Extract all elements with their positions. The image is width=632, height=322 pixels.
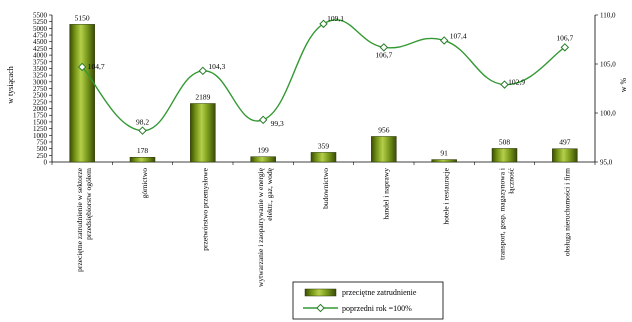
bar-value-label: 2189 [195,92,210,101]
category-label: hotele i restauracje [442,167,451,224]
left-tick-label: 2000 [33,105,48,113]
line-point [319,19,328,29]
category-label-line: przedsiębiorstw ogółem [84,168,93,240]
line-value-label: 102,9 [508,78,525,87]
line-series: 104,7 98,2 104,3 99,3 109,1 106,7 107,4 102,9 10… [77,14,574,135]
category-label: handel i naprawy [381,168,390,220]
bar-value-label: 497 [559,138,571,147]
legend-bar-swatch [304,288,337,297]
left-tick-label: 1750 [33,112,48,120]
category-label-line: transport, gosp. magazynowa i [498,168,507,260]
category-label: transport, gosp. magazynowa i łączność [498,167,516,260]
bar [371,136,397,163]
left-tick-label: 3250 [33,72,48,80]
category-label: budownictwo [321,168,330,209]
legend: przeciętne zatrudnienie poprzedni rok =1… [292,281,444,320]
line-value-label: 107,4 [450,31,467,40]
category-label: obsługa nieruchomości i firm [562,168,571,256]
left-tick-label: 2750 [33,85,48,93]
left-tick-label: 2250 [33,98,48,106]
line-value-label: 106,7 [556,33,573,42]
left-tick-label: 3500 [33,65,48,73]
left-tick-label: 3000 [33,78,48,86]
line-point [500,80,509,89]
category-labels: przeciętne zatrudnienie w sektorze przeds… [75,167,571,287]
left-tick-label: 250 [37,152,48,160]
left-tick-label: 3750 [33,58,48,66]
y-axis-label-right: w % [619,77,628,92]
legend-line-label: poprzedni rok =100% [342,304,412,313]
line-value-label: 109,1 [327,14,344,23]
left-tick-label: 1500 [33,118,48,126]
bar-series: 5150 178 2189 199 359 956 91 508 497 [69,13,578,163]
category-label-line: handel i naprawy [381,168,390,220]
bar-value-label: 508 [499,137,511,146]
line-value-label: 99,3 [271,119,284,128]
left-axis: 0250500750100012501500175020002250250027… [33,12,596,167]
left-tick-label: 2500 [33,92,48,100]
bar [250,156,276,163]
left-tick-label: 4000 [33,52,48,60]
y-axis-label-left: w tysiącach [6,66,15,104]
line-point [198,66,208,76]
bar-value-label: 359 [318,141,330,150]
legend-line-marker [316,303,325,313]
line-value-label: 104,7 [88,62,105,71]
left-tick-label: 5500 [33,12,48,20]
right-tick-label: 95,0 [600,159,613,167]
category-label-line: górnictwo [140,168,149,199]
bar [190,103,216,163]
line-point [560,43,570,52]
line-value-label: 106,7 [375,50,392,59]
category-label-line: łączność [507,167,516,193]
category-label-line: budownictwo [321,168,330,209]
category-label-line: przeciętne zatrudnienie w sektorze [75,167,84,272]
line-value-label: 104,3 [208,62,225,71]
line-point [138,126,147,135]
category-label: przetwórstwo przemysłowe [200,167,209,250]
bar [491,148,518,163]
line-point [77,62,87,72]
bar [310,152,337,163]
left-tick-label: 4500 [33,38,48,46]
bar [69,24,95,163]
bar-value-label: 91 [440,149,448,158]
category-label: górnictwo [140,168,149,199]
bar [129,156,156,163]
right-tick-label: 105,0 [600,61,616,69]
line-point [439,36,449,45]
left-tick-label: 4750 [33,32,48,40]
right-tick-label: 110,0 [600,12,616,20]
left-tick-label: 5000 [33,25,48,33]
bar-value-label: 199 [258,146,270,155]
category-label-line: hotele i restauracje [442,167,451,224]
category-label: przeciętne zatrudnienie w sektorze przeds… [75,167,93,272]
left-tick-label: 500 [37,145,48,153]
right-tick-label: 100,0 [600,110,616,118]
left-tick-label: 750 [37,138,48,146]
category-label: wytwarzanie i zaopatrywanie w energię ele… [256,167,274,287]
category-label-line: wytwarzanie i zaopatrywanie w energię [256,167,265,287]
legend-bar-label: przeciętne zatrudnienie [342,288,417,297]
category-label-line: elektr., gaz, wodę [265,167,274,220]
bar [552,148,578,163]
line-point [258,115,268,125]
legend-box [292,281,444,320]
category-label-line: obsługa nieruchomości i firm [562,168,571,256]
bar-value-label: 5150 [75,13,90,22]
left-tick-label: 0 [44,159,48,167]
bar [431,159,457,163]
left-tick-label: 1000 [33,132,48,140]
category-label-line: przetwórstwo przemysłowe [200,167,209,250]
right-axis: 95,0 100,0 105,0 110,0 [594,12,616,167]
bar-value-label: 956 [378,125,390,134]
left-tick-label: 4250 [33,45,48,53]
line-point [379,43,389,52]
left-tick-label: 5250 [33,18,48,26]
bar-value-label: 178 [137,146,149,155]
line-path [81,19,566,132]
line-value-label: 98,2 [136,118,149,127]
left-tick-label: 1250 [33,125,48,133]
